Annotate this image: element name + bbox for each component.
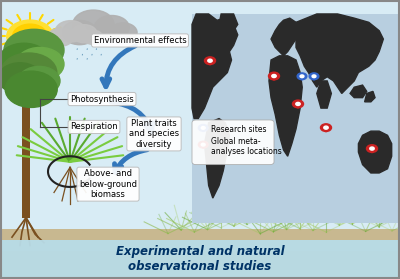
Text: Experimental and natural
observational studies: Experimental and natural observational s… [116, 245, 284, 273]
Bar [0, 229, 400, 279]
Bar [0, 240, 400, 279]
Bar [22, 100, 30, 218]
Circle shape [272, 74, 276, 78]
Circle shape [208, 59, 212, 62]
Circle shape [320, 124, 332, 131]
Circle shape [300, 75, 304, 78]
Text: Research sites: Research sites [211, 125, 267, 134]
Circle shape [198, 124, 208, 131]
Circle shape [309, 73, 319, 80]
Text: Global meta-
analyses locations: Global meta- analyses locations [211, 137, 282, 156]
Text: Environmental effects: Environmental effects [94, 36, 186, 45]
Circle shape [0, 63, 42, 93]
Circle shape [370, 147, 374, 150]
Polygon shape [200, 128, 206, 132]
Bar [0, 0, 400, 240]
Circle shape [48, 28, 73, 46]
Circle shape [7, 20, 53, 52]
Circle shape [82, 30, 103, 44]
Polygon shape [219, 14, 238, 31]
Circle shape [12, 24, 48, 49]
Circle shape [55, 21, 86, 42]
Circle shape [0, 43, 50, 80]
Circle shape [94, 16, 129, 40]
Polygon shape [358, 131, 392, 173]
Polygon shape [350, 85, 367, 98]
Text: Plant traits
and species
diversity: Plant traits and species diversity [129, 119, 179, 149]
Circle shape [71, 25, 97, 43]
Circle shape [16, 47, 64, 81]
Circle shape [110, 23, 137, 42]
Circle shape [62, 20, 97, 45]
Polygon shape [192, 14, 238, 119]
Bar [0, 251, 400, 279]
Circle shape [268, 72, 280, 80]
Polygon shape [294, 104, 302, 108]
FancyBboxPatch shape [192, 120, 274, 165]
Circle shape [201, 143, 205, 146]
Text: Above- and
below-ground
biomass: Above- and below-ground biomass [79, 169, 137, 199]
Polygon shape [296, 14, 383, 93]
Polygon shape [206, 61, 214, 65]
Polygon shape [204, 119, 230, 198]
Circle shape [204, 57, 216, 64]
Polygon shape [365, 91, 375, 102]
Circle shape [292, 100, 304, 108]
Text: Respiration: Respiration [70, 122, 118, 131]
Polygon shape [322, 128, 330, 132]
Polygon shape [299, 76, 305, 80]
Bar [192, 14, 400, 223]
Circle shape [18, 66, 60, 95]
Polygon shape [271, 18, 300, 56]
Circle shape [296, 102, 300, 105]
Circle shape [73, 10, 114, 39]
Circle shape [198, 141, 208, 148]
Circle shape [297, 73, 307, 80]
Text: Photosynthesis: Photosynthesis [70, 95, 134, 104]
Circle shape [4, 29, 64, 71]
Polygon shape [200, 145, 206, 148]
Circle shape [366, 145, 378, 152]
Polygon shape [269, 56, 302, 156]
Circle shape [324, 126, 328, 129]
Circle shape [1, 53, 57, 92]
Polygon shape [368, 148, 376, 153]
Polygon shape [311, 76, 317, 80]
Circle shape [312, 75, 316, 78]
Polygon shape [317, 81, 331, 108]
Circle shape [201, 127, 205, 129]
Polygon shape [270, 76, 278, 80]
Circle shape [5, 71, 57, 107]
